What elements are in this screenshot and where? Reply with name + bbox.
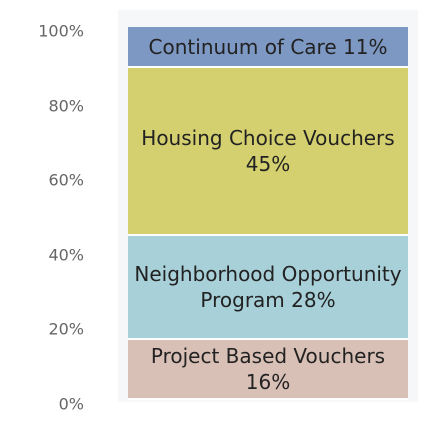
series-name: Neighborhood Opportunity Program (134, 262, 402, 313)
series-name: Project Based Vouchers (150, 344, 386, 369)
y-tick-label: 40% (48, 245, 84, 265)
segment-label: Housing Choice Vouchers 45% (128, 125, 408, 177)
y-tick-label: 20% (48, 319, 84, 339)
bar-segment: Project Based Vouchers 16% (128, 340, 408, 400)
data-label: 16% (245, 370, 291, 395)
data-label: 28% (291, 288, 336, 313)
segment-label: Neighborhood Opportunity Program 28% (128, 261, 408, 313)
bar-segment: Continuum of Care 11% (128, 27, 408, 69)
segment-label: Continuum of Care 11% (143, 34, 394, 60)
y-tick-label: 80% (48, 96, 84, 116)
y-tick-label: 0% (58, 394, 84, 414)
series-name: Continuum of Care (148, 34, 337, 59)
bar-segment: Neighborhood Opportunity Program 28% (128, 235, 408, 341)
data-label: 11% (343, 34, 388, 59)
segment-label: Project Based Vouchers 16% (128, 343, 408, 395)
y-tick-label: 60% (48, 170, 84, 190)
y-tick-label: 100% (38, 21, 84, 41)
data-label: 45% (245, 151, 291, 176)
bar-segment: Housing Choice Vouchers 45% (128, 68, 408, 236)
series-name: Housing Choice Vouchers (141, 125, 395, 150)
